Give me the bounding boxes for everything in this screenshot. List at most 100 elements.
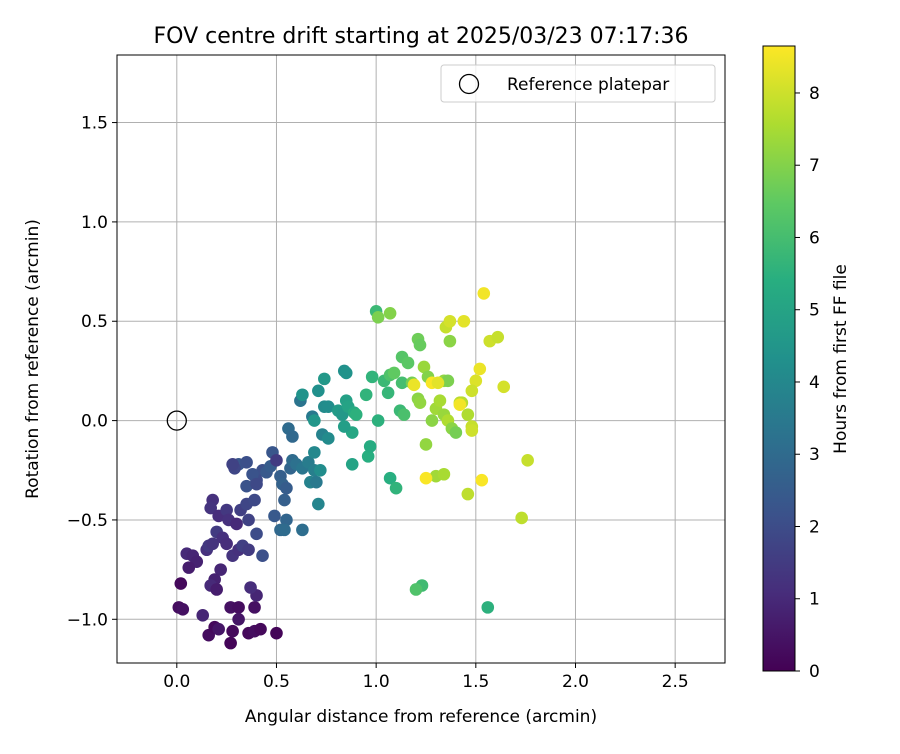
x-tick-label: 1.0	[363, 672, 390, 692]
y-tick-label: 1.5	[81, 114, 108, 134]
data-point	[248, 601, 261, 614]
data-point	[389, 481, 403, 495]
data-point	[477, 287, 491, 300]
data-point	[465, 424, 479, 437]
plot-frame	[116, 54, 726, 664]
data-point	[497, 380, 511, 394]
data-point	[401, 356, 415, 370]
data-point	[461, 487, 475, 501]
data-point	[491, 330, 505, 344]
data-point	[308, 414, 321, 427]
data-point	[409, 583, 423, 596]
data-point	[413, 396, 427, 410]
data-point	[214, 563, 227, 576]
data-point	[254, 622, 267, 636]
data-point	[521, 454, 534, 467]
data-point	[318, 372, 331, 386]
data-point	[278, 523, 291, 537]
data-point	[196, 609, 210, 622]
data-point	[419, 438, 433, 451]
data-point	[206, 537, 219, 551]
data-point	[469, 374, 483, 388]
data-point	[359, 388, 373, 402]
data-point	[314, 463, 327, 477]
x-tick-label: 1.5	[462, 672, 489, 692]
colorbar-tick-label: 4	[809, 373, 820, 393]
colorbar-tick-label: 5	[809, 301, 820, 321]
data-point	[322, 432, 335, 445]
data-point	[475, 473, 489, 487]
data-point	[296, 523, 309, 537]
data-point	[250, 477, 263, 491]
data-point	[425, 414, 439, 427]
data-point	[413, 338, 427, 352]
data-point	[220, 503, 233, 517]
data-point	[349, 408, 363, 421]
data-point	[461, 408, 475, 421]
data-point	[210, 583, 223, 596]
data-point	[515, 511, 528, 525]
reference-platepar-marker	[166, 410, 187, 431]
data-point	[244, 581, 257, 594]
data-point	[449, 426, 463, 439]
data-point	[363, 440, 377, 453]
data-point	[212, 622, 225, 636]
data-point	[280, 481, 293, 495]
colorbar-label: Hours from first FF file	[831, 264, 851, 454]
x-tick-label: 2.5	[662, 672, 689, 692]
data-point	[441, 374, 455, 388]
data-point	[248, 493, 261, 507]
data-point	[176, 603, 190, 616]
data-point	[226, 624, 239, 638]
legend-entry-label: Reference platepar	[507, 75, 669, 95]
data-point	[242, 543, 255, 557]
x-axis-ticks: 0.0 0.5 1.0 1.5 2.0 2.5	[163, 663, 689, 692]
data-point	[371, 414, 385, 427]
data-point	[224, 636, 237, 650]
data-point	[312, 497, 325, 511]
y-tick-label: −0.5	[67, 511, 108, 531]
data-point	[443, 334, 457, 348]
data-point	[453, 398, 467, 411]
data-point	[242, 513, 255, 527]
data-point	[433, 394, 447, 408]
data-point	[286, 430, 299, 443]
y-axis-ticks: −1.0 −0.5 0.0 0.5 1.0 1.5	[67, 114, 117, 630]
colorbar-tick-label: 2	[809, 517, 820, 537]
data-point	[381, 386, 395, 400]
data-point	[308, 446, 321, 459]
data-point	[240, 479, 253, 493]
data-point	[371, 310, 385, 324]
data-point	[230, 517, 243, 531]
data-point	[383, 471, 397, 485]
data-point	[246, 467, 259, 481]
y-tick-label: 0.0	[81, 412, 108, 432]
data-point	[268, 509, 281, 523]
data-point	[232, 601, 245, 614]
data-point	[182, 561, 196, 574]
y-tick-label: 1.0	[81, 213, 108, 233]
data-points	[172, 287, 534, 650]
colorbar-tick-label: 8	[809, 84, 820, 104]
colorbar-gradient	[762, 45, 796, 672]
data-point	[270, 626, 283, 640]
data-point	[481, 601, 495, 614]
colorbar-tick-label: 1	[809, 590, 820, 610]
colorbar-tick-label: 3	[809, 445, 820, 465]
colorbar-tick-label: 6	[809, 228, 820, 248]
data-point	[465, 384, 479, 398]
x-tick-label: 0.5	[263, 672, 290, 692]
y-tick-label: −1.0	[67, 610, 108, 630]
data-point	[395, 376, 409, 390]
data-point	[337, 420, 351, 433]
x-axis-label: Angular distance from reference (arcmin)	[245, 707, 597, 727]
data-point	[437, 467, 451, 481]
data-point	[232, 612, 245, 626]
chart-title: FOV centre drift starting at 2025/03/23 …	[154, 24, 689, 49]
data-point	[278, 493, 291, 507]
data-point	[417, 360, 431, 374]
data-point	[419, 471, 433, 485]
data-point	[407, 378, 421, 392]
x-tick-label: 0.0	[163, 672, 190, 692]
